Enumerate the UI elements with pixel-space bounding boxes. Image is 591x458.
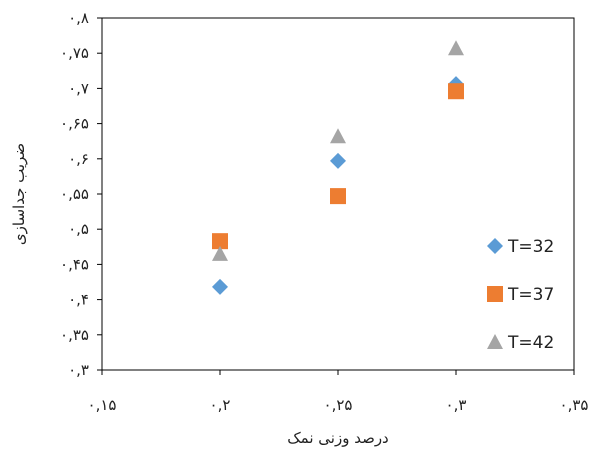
x-tick-label: ۰,۳ [446, 396, 467, 414]
y-tick-label: ۰,۵ [68, 220, 89, 238]
y-tick-label: ۰,۳ [68, 361, 89, 379]
legend-entry-label: T=32 [507, 237, 554, 257]
legend-triangle-symbol [487, 334, 503, 349]
y-tick-label: ۰,۷ [68, 79, 89, 97]
x-tick-label: ۰,۳۵ [560, 396, 589, 414]
legend-square-symbol [487, 286, 503, 302]
triangle-data-point [330, 128, 346, 144]
legend: T=32 T=37 T=42 [487, 237, 554, 353]
diamond-data-point [330, 152, 346, 169]
diamond-data-point [212, 278, 228, 295]
square-data-point [212, 233, 228, 250]
y-tick-label: ۰,۴ [68, 291, 89, 309]
legend-entry-label: T=42 [507, 333, 554, 353]
y-axis-ticks: ۰,۳ ۰,۳۵ ۰,۴ ۰,۴۵ ۰,۵ ۰,۵۵ ۰,۶ ۰,۶۵ ۰,۷ ۰,۷۵ ۰,۸ [60, 9, 102, 379]
square-data-point [330, 188, 346, 205]
y-tick-label: ۰,۴۵ [60, 255, 89, 273]
triangle-data-point [212, 245, 228, 261]
x-tick-label: ۰,۲۵ [324, 396, 353, 414]
y-tick-label: ۰,۸ [68, 9, 89, 27]
y-axis-title: ضریب جداسازی [10, 143, 28, 245]
y-tick-label: ۰,۵۵ [60, 185, 89, 203]
y-tick-label: ۰,۶۵ [60, 115, 89, 133]
square-data-point [448, 83, 464, 100]
legend-diamond-symbol [487, 238, 503, 254]
x-tick-label: ۰,۱۵ [88, 396, 117, 414]
x-axis-title: درصد وزنی نمک [287, 429, 389, 447]
y-tick-label: ۰,۷۵ [60, 44, 89, 62]
x-axis-ticks: ۰,۱۵ ۰,۲ ۰,۲۵ ۰,۳ ۰,۳۵ [88, 370, 589, 414]
x-tick-label: ۰,۲ [210, 396, 231, 414]
y-tick-label: ۰,۶ [68, 150, 89, 168]
legend-entry-label: T=37 [507, 285, 554, 305]
y-tick-label: ۰,۳۵ [60, 326, 89, 344]
data-markers [212, 40, 464, 295]
triangle-data-point [448, 40, 464, 56]
